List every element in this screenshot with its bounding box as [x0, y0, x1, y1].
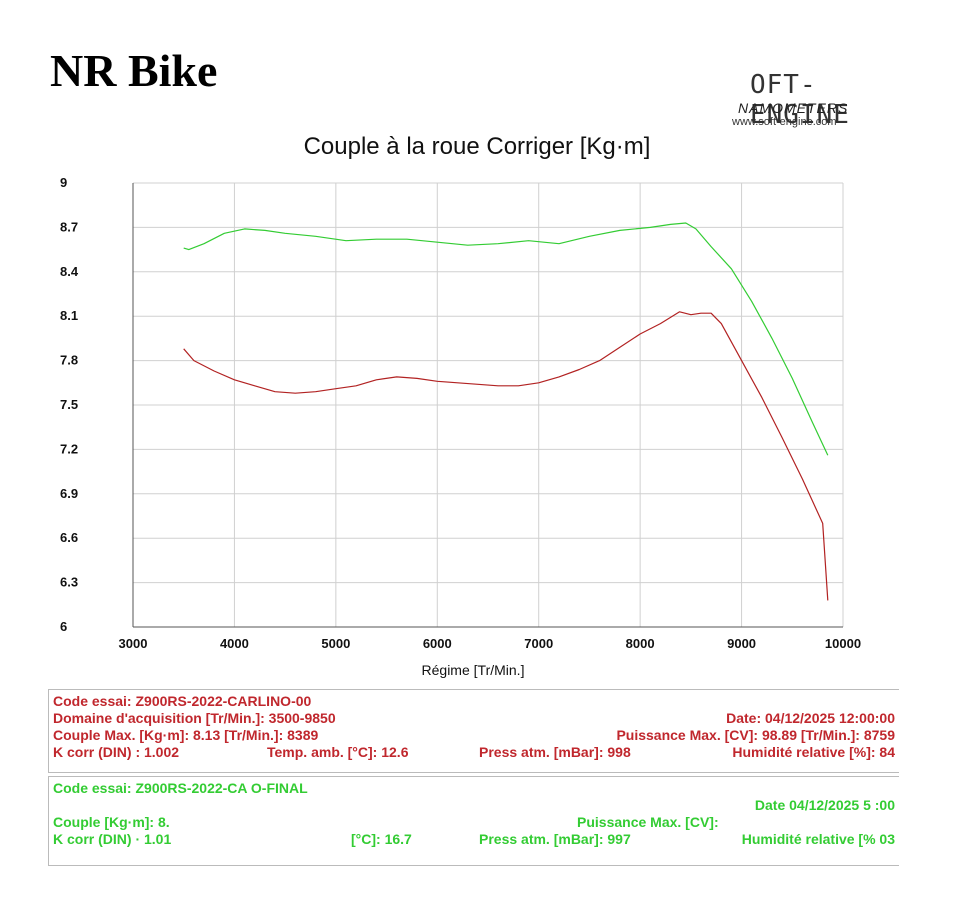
- x-tick-label: 5000: [321, 636, 350, 651]
- series-line-1: [183, 311, 829, 601]
- soft-engine-logo: OFT-ENGINE NAMOMETERS www.soft-engine.co…: [730, 70, 910, 130]
- x-tick-label: 6000: [423, 636, 452, 651]
- y-tick-label: 7.8: [60, 353, 78, 368]
- logo-sub-text: NAMOMETERS: [738, 100, 849, 116]
- green-press: Press atm. [mBar]: 997: [479, 831, 631, 847]
- green-kcorr: K corr (DIN) · 1.01: [53, 831, 172, 847]
- red-date: Date: 04/12/2025 12:00:00: [726, 710, 895, 726]
- red-domaine: Domaine d'acquisition [Tr/Min.]: 3500-98…: [53, 710, 336, 726]
- x-axis-label: Régime [Tr/Min.]: [422, 662, 525, 678]
- x-tick-label: 4000: [220, 636, 249, 651]
- test-info-green: Code essai: Z900RS-2022-CA O-FINAL Date …: [48, 776, 899, 866]
- x-tick-label: 3000: [119, 636, 148, 651]
- red-couple: Couple Max. [Kg·m]: 8.13 [Tr/Min.]: 8389: [53, 727, 319, 743]
- y-tick-label: 8.4: [60, 264, 79, 279]
- green-temp: [°C]: 16.7: [351, 831, 412, 847]
- series-lines: [183, 222, 829, 601]
- x-tick-labels: 3000 4000 5000 6000 7000 8000 9000 10000: [119, 636, 862, 651]
- chart-axes: [132, 183, 843, 628]
- x-tick-label: 8000: [626, 636, 655, 651]
- torque-chart: 9 8.7 8.4 8.1 7.8 7.5 7.2 6.9 6.6 6.3 6 3000 4000 50…: [60, 175, 862, 678]
- red-kcorr: K corr (DIN) : 1.002: [53, 744, 180, 760]
- series-line-2: [183, 222, 829, 456]
- red-code: Code essai: Z900RS-2022-CARLINO-00: [53, 693, 312, 709]
- y-tick-label: 9: [60, 175, 67, 190]
- red-humid: Humidité relative [%]: 84: [732, 744, 895, 760]
- y-tick-label: 7.2: [60, 441, 78, 456]
- y-tick-label: 6.9: [60, 486, 78, 501]
- green-code: Code essai: Z900RS-2022-CA O-FINAL: [53, 780, 308, 796]
- red-press: Press atm. [mBar]: 998: [479, 744, 631, 760]
- logo-main-text: OFT-ENGINE: [750, 70, 850, 130]
- x-tick-label: 9000: [727, 636, 756, 651]
- red-temp: Temp. amb. [°C]: 12.6: [267, 744, 409, 760]
- y-tick-label: 8.1: [60, 308, 78, 323]
- y-tick-labels: 9 8.7 8.4 8.1 7.8 7.5 7.2 6.9 6.6 6.3 6: [60, 175, 79, 634]
- x-tick-label: 7000: [524, 636, 553, 651]
- y-tick-label: 8.7: [60, 219, 78, 234]
- red-puissance: Puissance Max. [CV]: 98.89 [Tr/Min.]: 87…: [616, 727, 895, 743]
- chart-grid: [133, 182, 844, 627]
- y-tick-label: 6.6: [60, 530, 78, 545]
- green-humid: Humidité relative [% 03: [741, 831, 895, 847]
- test-info-red: Code essai: Z900RS-2022-CARLINO-00 Domai…: [48, 689, 899, 773]
- y-tick-label: 6: [60, 619, 67, 634]
- green-puissance: Puissance Max. [CV]:: [577, 814, 719, 830]
- green-date: Date 04/12/2025 5 :00: [754, 797, 895, 813]
- chart-title: Couple à la roue Corriger [Kg·m]: [303, 133, 651, 160]
- brand-title: NR Bike: [50, 45, 218, 96]
- y-tick-label: 6.3: [60, 575, 78, 590]
- green-couple: Couple [Kg·m]: 8.: [53, 814, 170, 830]
- x-tick-label: 10000: [825, 636, 861, 651]
- logo-url-text: www.soft-engine.com: [732, 116, 837, 128]
- y-tick-label: 7.5: [60, 397, 78, 412]
